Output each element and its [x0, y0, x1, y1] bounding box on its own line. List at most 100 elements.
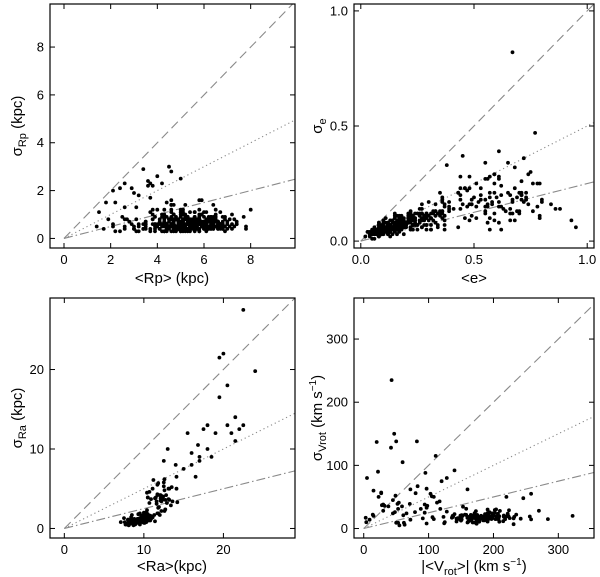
- x-tick-label: 2: [107, 252, 114, 267]
- data-point: [127, 518, 132, 523]
- data-point: [149, 497, 153, 501]
- data-point: [162, 229, 167, 234]
- data-point: [221, 351, 226, 356]
- y-tick-label: 0.5: [330, 119, 348, 134]
- data-point: [512, 165, 517, 170]
- data-point: [197, 459, 202, 463]
- data-point: [169, 503, 173, 508]
- data-point: [529, 517, 533, 522]
- data-point: [155, 207, 160, 212]
- data-point: [393, 510, 397, 514]
- data-point: [148, 227, 153, 231]
- data-point: [420, 211, 424, 216]
- data-point: [444, 163, 449, 168]
- data-point: [497, 174, 501, 179]
- data-point: [510, 211, 515, 216]
- data-point: [156, 481, 161, 486]
- y-axis-label-main: σ: [9, 438, 26, 448]
- data-point: [485, 204, 490, 209]
- x-tick-label: 4: [154, 252, 161, 267]
- x-axis-label-sub: rot: [444, 566, 457, 577]
- data-point: [549, 202, 553, 207]
- data-point: [411, 223, 415, 227]
- data-point: [201, 427, 206, 431]
- data-point: [173, 463, 178, 467]
- data-point: [153, 519, 157, 524]
- y-axis-label-sup: −1: [308, 379, 319, 391]
- data-point: [498, 509, 502, 513]
- data-point: [460, 154, 465, 158]
- data-point: [478, 516, 483, 520]
- scatter-points: [94, 164, 253, 234]
- data-point: [248, 207, 253, 212]
- data-point: [474, 516, 479, 520]
- data-point: [123, 522, 128, 527]
- data-point: [192, 210, 197, 215]
- data-point: [433, 220, 438, 225]
- data-point: [467, 202, 472, 207]
- data-point: [367, 517, 372, 522]
- data-point: [220, 215, 225, 219]
- data-point: [390, 225, 395, 230]
- scatter-points: [118, 308, 258, 528]
- data-point: [237, 427, 242, 431]
- data-point: [126, 522, 131, 527]
- data-point: [460, 202, 465, 207]
- data-point: [400, 460, 405, 465]
- data-point: [138, 518, 143, 523]
- data-point: [106, 217, 111, 222]
- data-point: [431, 211, 436, 216]
- data-point: [504, 495, 509, 499]
- data-point: [227, 224, 232, 229]
- data-point: [161, 480, 166, 485]
- data-point: [469, 197, 474, 202]
- data-point: [379, 491, 384, 496]
- data-point: [507, 508, 511, 513]
- data-point: [424, 486, 429, 491]
- y-tick-label: 10: [30, 441, 44, 456]
- data-point: [181, 212, 185, 217]
- data-point: [176, 227, 181, 231]
- data-point: [393, 493, 398, 498]
- data-point: [451, 207, 456, 211]
- data-point: [111, 188, 115, 193]
- ref-line-slope-quarter: [64, 470, 295, 529]
- data-point: [497, 220, 501, 225]
- data-point: [233, 439, 238, 443]
- data-point: [174, 486, 179, 491]
- data-point: [161, 459, 166, 463]
- x-axis-label-end: ): [522, 558, 527, 575]
- data-point: [370, 232, 374, 237]
- data-point: [440, 216, 445, 221]
- y-axis-label-main: σ: [309, 451, 326, 461]
- data-point: [150, 486, 155, 491]
- data-point: [381, 508, 386, 513]
- x-tick-label: 0.5: [465, 252, 483, 267]
- data-point: [161, 484, 166, 489]
- data-point: [190, 217, 195, 222]
- data-point: [376, 495, 381, 499]
- data-point: [181, 229, 185, 234]
- data-point: [411, 227, 415, 232]
- x-axis-label: <Ra>(kpc): [137, 558, 207, 575]
- data-point: [218, 222, 223, 227]
- data-point: [392, 431, 397, 436]
- data-point: [438, 190, 442, 195]
- data-point: [162, 488, 167, 493]
- data-point: [374, 440, 379, 444]
- data-point: [439, 479, 444, 484]
- data-point: [390, 232, 395, 237]
- y-axis-label: σVrot (km s−1): [308, 375, 329, 461]
- data-point: [424, 211, 429, 216]
- data-point: [546, 517, 550, 521]
- ref-line-slope-half: [363, 415, 594, 530]
- data-point: [510, 50, 515, 55]
- data-point: [429, 216, 433, 221]
- data-point: [371, 488, 376, 493]
- x-axis-label: <Rp> (kpc): [135, 270, 209, 287]
- data-point: [183, 203, 188, 207]
- data-point: [478, 193, 483, 198]
- data-point: [167, 164, 171, 169]
- data-point: [213, 219, 218, 224]
